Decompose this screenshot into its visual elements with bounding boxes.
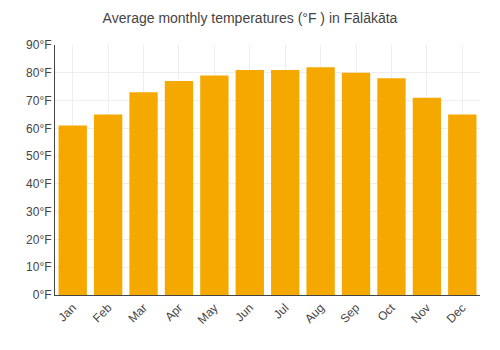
svg-text:Sep: Sep [337, 301, 362, 326]
svg-text:Aug: Aug [302, 301, 327, 326]
svg-text:May: May [195, 301, 221, 327]
svg-text:40°F: 40°F [26, 177, 51, 191]
svg-text:20°F: 20°F [26, 233, 51, 247]
svg-text:70°F: 70°F [26, 94, 51, 108]
svg-text:Nov: Nov [408, 301, 433, 326]
svg-text:30°F: 30°F [26, 205, 51, 219]
svg-text:Jan: Jan [55, 301, 79, 325]
svg-text:Jul: Jul [271, 301, 292, 322]
svg-text:60°F: 60°F [26, 122, 51, 136]
svg-text:Jun: Jun [233, 301, 257, 325]
svg-text:80°F: 80°F [26, 66, 51, 80]
svg-text:90°F: 90°F [26, 38, 51, 52]
svg-text:0°F: 0°F [33, 288, 52, 302]
svg-text:Average monthly temperatures (: Average monthly temperatures (°F ) in Fā… [103, 10, 398, 26]
svg-text:Mar: Mar [125, 301, 150, 326]
svg-text:Feb: Feb [90, 301, 115, 326]
svg-text:50°F: 50°F [26, 149, 51, 163]
svg-text:Apr: Apr [162, 301, 185, 324]
svg-text:Oct: Oct [375, 300, 399, 324]
svg-text:Dec: Dec [444, 301, 469, 326]
svg-text:10°F: 10°F [26, 260, 51, 274]
